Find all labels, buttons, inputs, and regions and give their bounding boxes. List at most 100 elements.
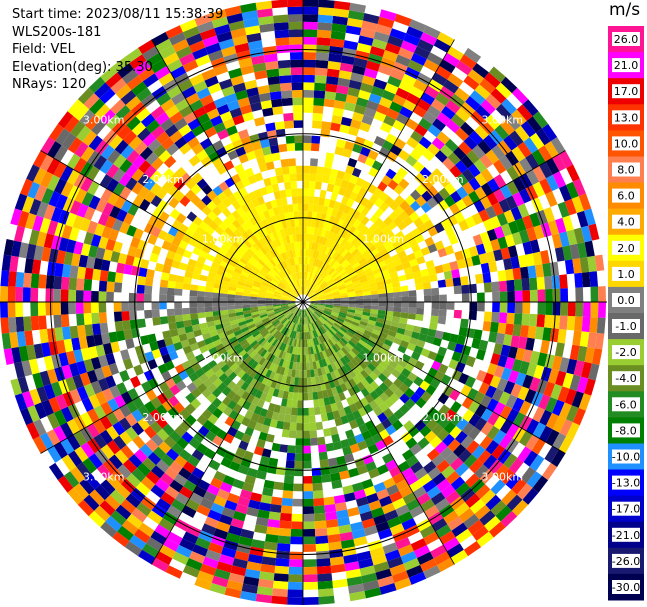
ray-bin [258, 578, 274, 589]
ray-bin [300, 339, 303, 348]
ray-bin [413, 545, 431, 558]
ray-bin [204, 240, 215, 249]
ray-bin [206, 484, 220, 496]
ray-bin [420, 32, 438, 46]
ray-bin [220, 289, 229, 295]
ray-bin [68, 227, 80, 242]
ray-bin [474, 172, 488, 187]
ray-bin [303, 385, 308, 393]
ray-bin [287, 302, 296, 305]
ray-bin [471, 144, 486, 159]
ray-bin [241, 433, 252, 444]
ray-bin [437, 316, 447, 325]
ray-bin [80, 146, 95, 162]
ray-bin [377, 412, 388, 423]
ray-bin [80, 412, 94, 427]
ray-bin [327, 364, 334, 373]
ray-bin [386, 484, 400, 496]
ray-bin [532, 181, 546, 198]
ray-bin [224, 500, 238, 511]
ray-bin [318, 299, 326, 302]
ray-bin [437, 279, 447, 288]
ray-bin [325, 321, 333, 328]
ray-bin [303, 483, 313, 492]
ray-bin [308, 257, 313, 265]
ray-bin [261, 330, 270, 338]
ray-bin [285, 235, 291, 244]
ray-bin [232, 478, 245, 490]
ray-bin [318, 260, 324, 269]
ray-bin [348, 299, 356, 302]
ray-bin [279, 444, 288, 453]
ray-bin [138, 39, 156, 55]
ray-bin [499, 434, 513, 449]
ray-bin [549, 328, 560, 343]
ray-bin [100, 109, 116, 125]
ray-bin [257, 297, 266, 300]
ray-bin [306, 264, 309, 273]
ray-bin [142, 73, 159, 88]
ray-bin [287, 14, 303, 23]
ray-bin [236, 284, 245, 290]
ray-bin [214, 278, 223, 285]
ray-bin [513, 313, 523, 325]
ray-bin [275, 311, 283, 316]
ray-bin [212, 408, 223, 419]
ray-bin [446, 543, 464, 558]
ray-bin [439, 302, 447, 310]
ray-bin [208, 49, 224, 62]
ray-bin [262, 341, 270, 350]
ray-bin [303, 195, 309, 204]
ray-bin [374, 396, 384, 407]
ray-bin [36, 201, 49, 218]
ray-bin [349, 403, 358, 413]
ray-bin [232, 114, 245, 126]
ray-bin [384, 257, 393, 265]
ray-bin [194, 261, 204, 270]
ray-bin [315, 59, 329, 69]
ray-bin [378, 306, 387, 311]
ray-bin [222, 321, 231, 328]
ray-bin [460, 275, 469, 286]
ray-bin [188, 237, 198, 247]
ray-bin [287, 313, 294, 320]
ray-bin [151, 32, 169, 47]
ray-bin [227, 492, 240, 504]
ray-bin [127, 245, 138, 257]
ray-bin [258, 238, 266, 247]
ray-bin [341, 195, 350, 206]
ray-bin [298, 385, 303, 393]
ray-bin [60, 302, 69, 315]
ray-bin [275, 37, 290, 46]
ray-bin [255, 322, 264, 329]
ray-bin [348, 79, 362, 90]
ray-bin [542, 262, 552, 277]
ray-bin [367, 149, 379, 161]
ray-bin [216, 429, 228, 440]
ray-bin [25, 213, 37, 230]
ray-bin [33, 245, 44, 261]
ray-bin [257, 306, 266, 310]
ray-bin [411, 264, 421, 273]
ray-bin [265, 410, 274, 420]
ray-bin [271, 595, 288, 605]
ray-bin [312, 204, 319, 213]
ray-bin [516, 104, 533, 121]
ray-bin [106, 164, 120, 179]
ray-bin [384, 549, 401, 562]
ray-bin [294, 316, 299, 324]
ray-bin [209, 9, 227, 21]
ray-bin [165, 105, 180, 119]
ray-bin [289, 422, 297, 431]
ray-bin [166, 143, 180, 156]
ray-bin [291, 338, 296, 347]
ray-bin [357, 89, 371, 101]
ray-bin [306, 331, 309, 340]
ray-bin [277, 324, 284, 332]
ray-bin [243, 576, 260, 587]
ray-bin [296, 316, 300, 324]
ray-bin [106, 425, 120, 440]
ray-bin [291, 513, 303, 522]
ray-bin [323, 428, 332, 437]
ray-bin [289, 330, 294, 338]
